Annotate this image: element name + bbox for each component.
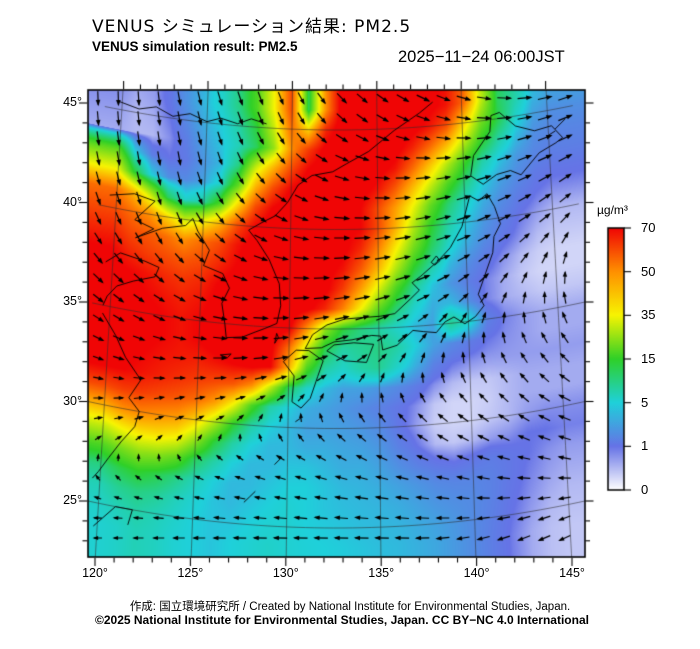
lon-tick-label: 145° xyxy=(559,566,585,580)
lat-tick-label: 30° xyxy=(63,393,82,408)
colorbar-tick-label: 15 xyxy=(641,351,656,366)
lat-tick-label: 35° xyxy=(63,294,82,308)
lon-tick-label: 140° xyxy=(463,566,490,580)
lat-tick-label: 25° xyxy=(63,493,82,507)
colorbar-unit-label: µg/m³ xyxy=(597,203,628,217)
colorbar-tick-label: 50 xyxy=(641,263,656,279)
colorbar-tick-label: 1 xyxy=(641,438,649,454)
colorbar-tick-label: 5 xyxy=(641,394,649,410)
lat-tick-label: 45° xyxy=(63,95,82,109)
lon-tick-label: 135° xyxy=(368,566,395,580)
lon-tick-label: 130° xyxy=(272,566,299,580)
copyright-line: ©2025 National Institute for Environment… xyxy=(95,613,589,627)
colorbar-tick-label: 35 xyxy=(641,307,656,323)
colorbar-tick-label: 70 xyxy=(641,220,656,235)
lon-tick-label: 125° xyxy=(177,566,204,580)
credit-line: 作成: 国立環境研究所 / Created by National Instit… xyxy=(129,601,571,613)
colorbar-tick-label: 0 xyxy=(641,482,649,497)
page-title-japanese: VENUS シミュレーション結果: PM2.5 xyxy=(92,17,412,37)
page-title-english: VENUS simulation result: PM2.5 xyxy=(92,39,298,54)
datetime-label: 2025−11−24 06:00JST xyxy=(398,48,565,66)
lon-tick-label: 120° xyxy=(82,566,108,580)
lat-tick-label: 40° xyxy=(63,194,82,209)
